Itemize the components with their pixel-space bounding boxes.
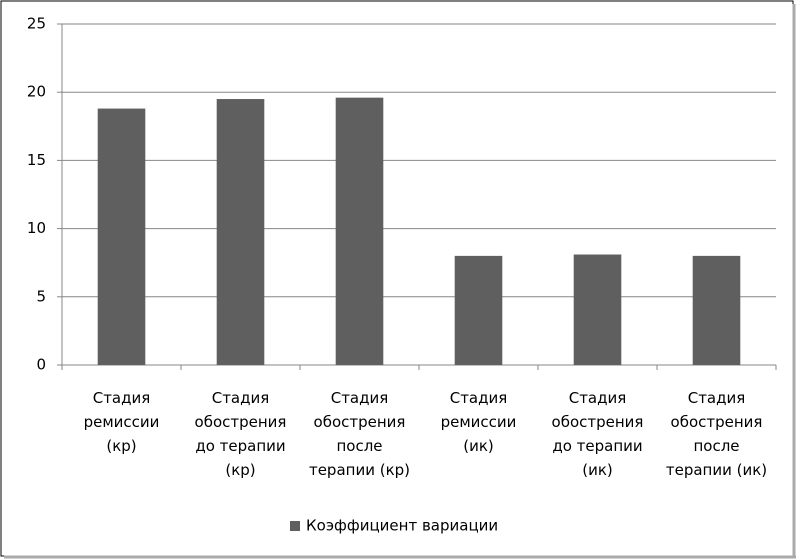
y-tick-label: 25	[27, 15, 46, 33]
bar	[692, 255, 741, 365]
y-tick-label: 0	[36, 356, 46, 374]
x-tick-label: Стадия ремиссии (ик)	[440, 389, 517, 455]
bar	[335, 97, 384, 365]
bar	[97, 108, 146, 366]
x-tick-label: Стадия обострения после терапии (кр)	[308, 389, 411, 479]
legend-label: Коэффициент вариации	[306, 517, 498, 535]
bar	[216, 99, 265, 366]
x-tick-label: Стадия ремиссии (кр)	[83, 389, 160, 455]
legend-swatch	[290, 521, 300, 531]
bar	[454, 255, 503, 365]
y-tick-label: 20	[27, 83, 46, 101]
x-tick-label: Стадия обострения после терапии (ик)	[665, 389, 768, 479]
y-tick-label: 15	[27, 151, 46, 169]
x-tick-label: Стадия обострения до терапии (кр)	[194, 389, 287, 479]
y-tick-label: 10	[27, 219, 46, 237]
y-tick-label: 5	[36, 287, 46, 305]
bar	[573, 254, 622, 365]
x-tick-label: Стадия обострения до терапии (ик)	[551, 389, 644, 479]
